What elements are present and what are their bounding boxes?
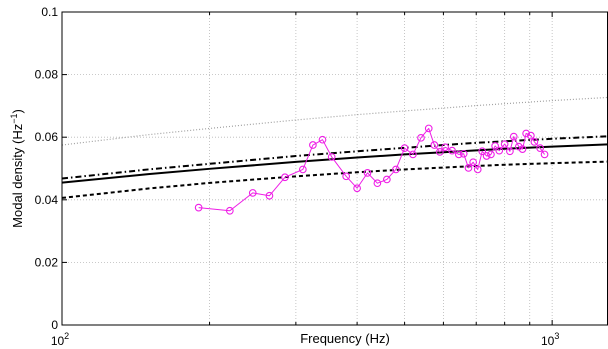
x-tick-label: 102 [51, 331, 69, 348]
data-point-marker [518, 145, 527, 153]
data-point-marker [500, 140, 509, 148]
x-tick-label: 103 [541, 331, 559, 348]
y-axis-label-close: ) [10, 109, 25, 113]
data-point-marker [454, 150, 463, 159]
data-point-marker [383, 175, 391, 184]
y-tick-label: 0.1 [41, 5, 58, 19]
data-point-marker [487, 150, 495, 159]
data-point-marker [248, 189, 257, 197]
data-point-marker [506, 147, 514, 156]
data-point-marker [527, 131, 535, 140]
data-point-marker [225, 206, 234, 215]
data-point-marker [318, 135, 327, 144]
y-tick-label: 0.04 [35, 193, 59, 207]
y-tick-label: 0.06 [35, 130, 59, 144]
data-point-marker [409, 150, 417, 159]
data-point-marker [265, 191, 274, 200]
data-point-marker [464, 164, 473, 172]
y-axis-label: Modal density (Hz−1) [9, 109, 25, 228]
y-tick-label: 0.08 [35, 68, 59, 82]
y-tick-label: 0 [51, 318, 58, 332]
data-point-marker [469, 158, 478, 167]
data-point-marker [392, 165, 400, 174]
data-point-marker [478, 147, 487, 156]
data-point-marker [530, 138, 539, 146]
data-point-marker [509, 132, 518, 141]
y-axis-label-exponent: −1 [9, 114, 19, 124]
data-point-marker [298, 165, 307, 174]
data-point-marker [482, 152, 491, 160]
data-point-marker [417, 133, 425, 142]
data-point-marker [430, 141, 439, 149]
data-point-marker [448, 146, 456, 155]
data-point-marker [353, 184, 361, 193]
data-point-marker [363, 169, 372, 177]
data-point-marker [373, 179, 382, 188]
data-point-marker [400, 144, 409, 153]
data-point-marker [424, 124, 433, 133]
data-point-marker [540, 150, 549, 159]
series-line-black-dashed [61, 160, 608, 199]
data-point-marker [459, 149, 468, 158]
data-point-marker [281, 173, 289, 182]
data-point-marker [309, 141, 317, 149]
data-point-marker [473, 165, 482, 174]
y-axis-label-main: Modal density (Hz [10, 124, 25, 228]
data-point-marker [435, 148, 444, 156]
data-point-marker [522, 129, 530, 138]
data-point-marker [342, 172, 351, 181]
series-line-black-dashdot [61, 135, 608, 180]
data-point-marker [491, 142, 499, 150]
series-line-magenta-markers [198, 127, 545, 212]
x-axis-label: Frequency (Hz) [300, 331, 390, 346]
data-point-marker [441, 143, 450, 152]
data-point-marker [536, 144, 544, 153]
series-group [61, 96, 608, 215]
y-tick-label: 0.02 [35, 255, 59, 269]
data-point-marker [495, 146, 504, 155]
axis-ticks [61, 11, 553, 326]
data-point-marker [194, 203, 203, 212]
tick-labels: 0 0.02 0.04 0.06 0.08 0.1 102 103 [35, 5, 560, 348]
data-point-marker [327, 153, 336, 161]
